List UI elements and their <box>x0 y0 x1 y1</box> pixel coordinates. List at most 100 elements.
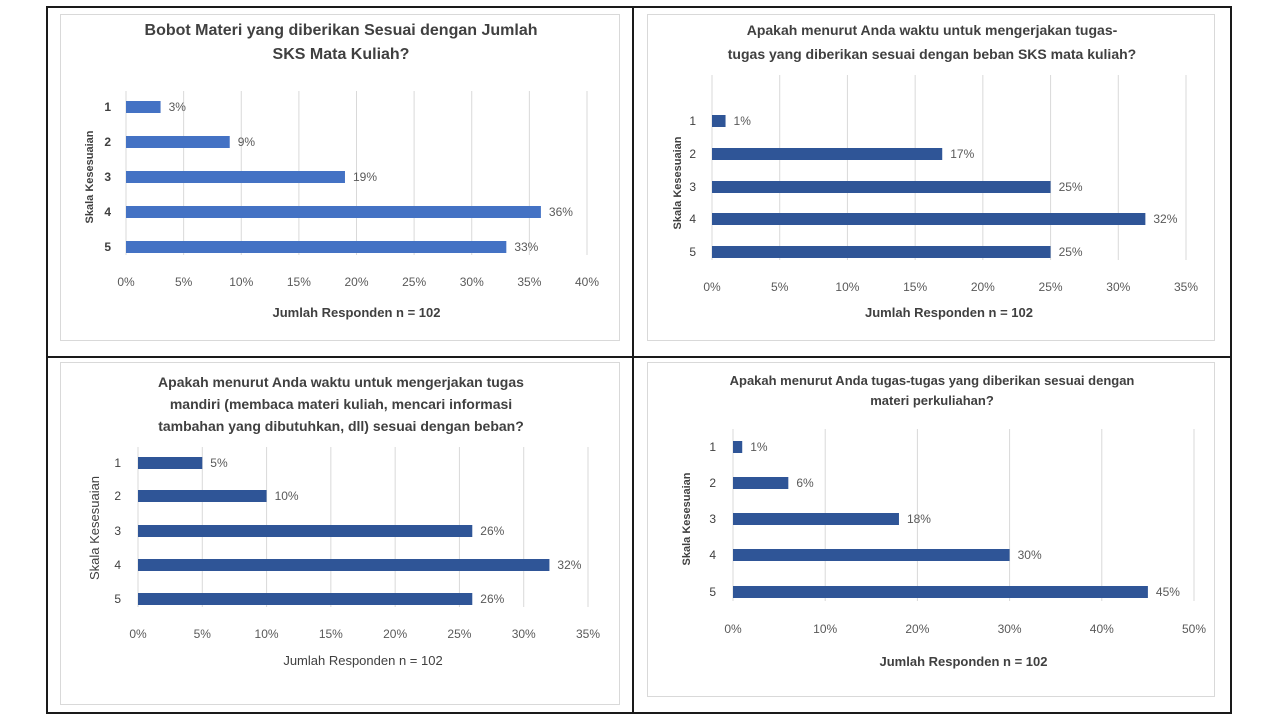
x-tick-label: 35% <box>1174 280 1198 294</box>
bar <box>733 549 1010 561</box>
x-tick-label: 15% <box>903 280 927 294</box>
chart-title-line: SKS Mata Kuliah? <box>273 46 410 63</box>
bar <box>126 171 345 183</box>
bar <box>126 136 230 148</box>
x-tick-label: 10% <box>255 627 279 641</box>
bar <box>712 213 1146 225</box>
y-category-label: 4 <box>114 558 121 572</box>
x-tick-label: 0% <box>724 622 742 636</box>
y-category-label: 4 <box>709 548 716 562</box>
y-category-label: 2 <box>709 476 716 490</box>
chart-panel-4: Apakah menurut Anda tugas-tugas yang dib… <box>647 362 1215 697</box>
chart-title-line: mandiri (membaca materi kuliah, mencari … <box>170 396 512 412</box>
x-tick-label: 25% <box>447 627 471 641</box>
bar <box>138 559 550 571</box>
x-axis-label: Jumlah Responden n = 102 <box>283 653 442 668</box>
data-label: 6% <box>796 476 814 490</box>
vertical-divider <box>632 6 634 714</box>
data-label: 36% <box>549 205 573 219</box>
bar <box>733 513 899 525</box>
bar <box>126 206 541 218</box>
y-axis-label: Skala Kesesuaian <box>681 472 693 565</box>
x-tick-label: 40% <box>575 275 599 289</box>
x-tick-label: 5% <box>175 275 193 289</box>
x-tick-label: 20% <box>344 275 368 289</box>
data-label: 33% <box>514 240 538 254</box>
horizontal-divider <box>46 356 1232 358</box>
x-tick-label: 5% <box>194 627 212 641</box>
y-category-label: 1 <box>114 456 121 470</box>
data-label: 5% <box>210 456 228 470</box>
x-tick-label: 0% <box>703 280 721 294</box>
bar <box>733 586 1148 598</box>
chart-title-line: tambahan yang dibutuhkan, dll) sesuai de… <box>158 418 524 434</box>
y-category-label: 3 <box>114 524 121 538</box>
x-tick-label: 25% <box>402 275 426 289</box>
x-tick-label: 30% <box>460 275 484 289</box>
x-tick-label: 50% <box>1182 622 1206 636</box>
data-label: 26% <box>480 592 504 606</box>
bar <box>733 441 743 453</box>
data-label: 9% <box>238 135 256 149</box>
x-tick-label: 35% <box>517 275 541 289</box>
bar <box>712 181 1051 193</box>
y-category-label: 4 <box>689 212 696 226</box>
chart-title-line: Apakah menurut Anda waktu untuk mengerja… <box>158 374 524 390</box>
y-category-label: 5 <box>689 245 696 259</box>
x-tick-label: 5% <box>771 280 789 294</box>
x-tick-label: 20% <box>383 627 407 641</box>
x-tick-label: 35% <box>576 627 600 641</box>
y-category-label: 5 <box>709 585 716 599</box>
y-axis-label: Skala Kesesuaian <box>87 476 102 580</box>
chart-4-tugas-materi: Apakah menurut Anda tugas-tugas yang dib… <box>681 373 1206 669</box>
bar <box>138 457 203 469</box>
bar <box>138 593 473 605</box>
bar <box>138 525 473 537</box>
chart-panel-2: Apakah menurut Anda waktu untuk mengerja… <box>647 14 1215 341</box>
chart-title-line: Bobot Materi yang diberikan Sesuai denga… <box>145 22 538 39</box>
data-label: 26% <box>480 524 504 538</box>
data-label: 32% <box>557 558 581 572</box>
y-axis-label: Skala Kesesuaian <box>672 136 684 229</box>
chart-3-tugas-mandiri: Apakah menurut Anda waktu untuk mengerja… <box>87 374 600 668</box>
x-tick-label: 15% <box>319 627 343 641</box>
y-category-label: 2 <box>114 489 121 503</box>
y-category-label: 1 <box>709 440 716 454</box>
y-axis-label: Skala Kesesuaian <box>84 130 96 223</box>
y-category-label: 3 <box>709 512 716 526</box>
chart-title-line: tugas yang diberikan sesuai dengan beban… <box>728 46 1136 62</box>
data-label: 17% <box>950 147 974 161</box>
x-tick-label: 10% <box>229 275 253 289</box>
chart-title-line: Apakah menurut Anda waktu untuk mengerja… <box>747 22 1118 38</box>
chart-title-line: Apakah menurut Anda tugas-tugas yang dib… <box>730 373 1135 388</box>
x-tick-label: 30% <box>1106 280 1130 294</box>
x-tick-label: 40% <box>1090 622 1114 636</box>
bar <box>138 490 267 502</box>
data-label: 25% <box>1059 180 1083 194</box>
y-category-label: 2 <box>104 135 111 149</box>
bar <box>126 101 161 113</box>
chart-panel-3: Apakah menurut Anda waktu untuk mengerja… <box>60 362 620 705</box>
y-category-label: 2 <box>689 147 696 161</box>
x-axis-label: Jumlah Responden n = 102 <box>880 654 1048 669</box>
data-label: 45% <box>1156 585 1180 599</box>
data-label: 32% <box>1153 212 1177 226</box>
chart-title-line: materi perkuliahan? <box>870 393 994 408</box>
x-tick-label: 10% <box>813 622 837 636</box>
y-category-label: 1 <box>104 100 111 114</box>
x-tick-label: 30% <box>998 622 1022 636</box>
y-category-label: 1 <box>689 114 696 128</box>
data-label: 10% <box>275 489 299 503</box>
y-category-label: 4 <box>104 205 111 219</box>
x-tick-label: 25% <box>1039 280 1063 294</box>
x-axis-label: Jumlah Responden n = 102 <box>273 305 441 320</box>
chart-2-waktu-tugas: Apakah menurut Anda waktu untuk mengerja… <box>672 22 1198 320</box>
x-tick-label: 10% <box>835 280 859 294</box>
x-tick-label: 15% <box>287 275 311 289</box>
y-category-label: 5 <box>104 240 111 254</box>
y-category-label: 5 <box>114 592 121 606</box>
chart-panel-1: Bobot Materi yang diberikan Sesuai denga… <box>60 14 620 341</box>
y-category-label: 3 <box>689 180 696 194</box>
data-label: 25% <box>1059 245 1083 259</box>
x-tick-label: 0% <box>129 627 147 641</box>
